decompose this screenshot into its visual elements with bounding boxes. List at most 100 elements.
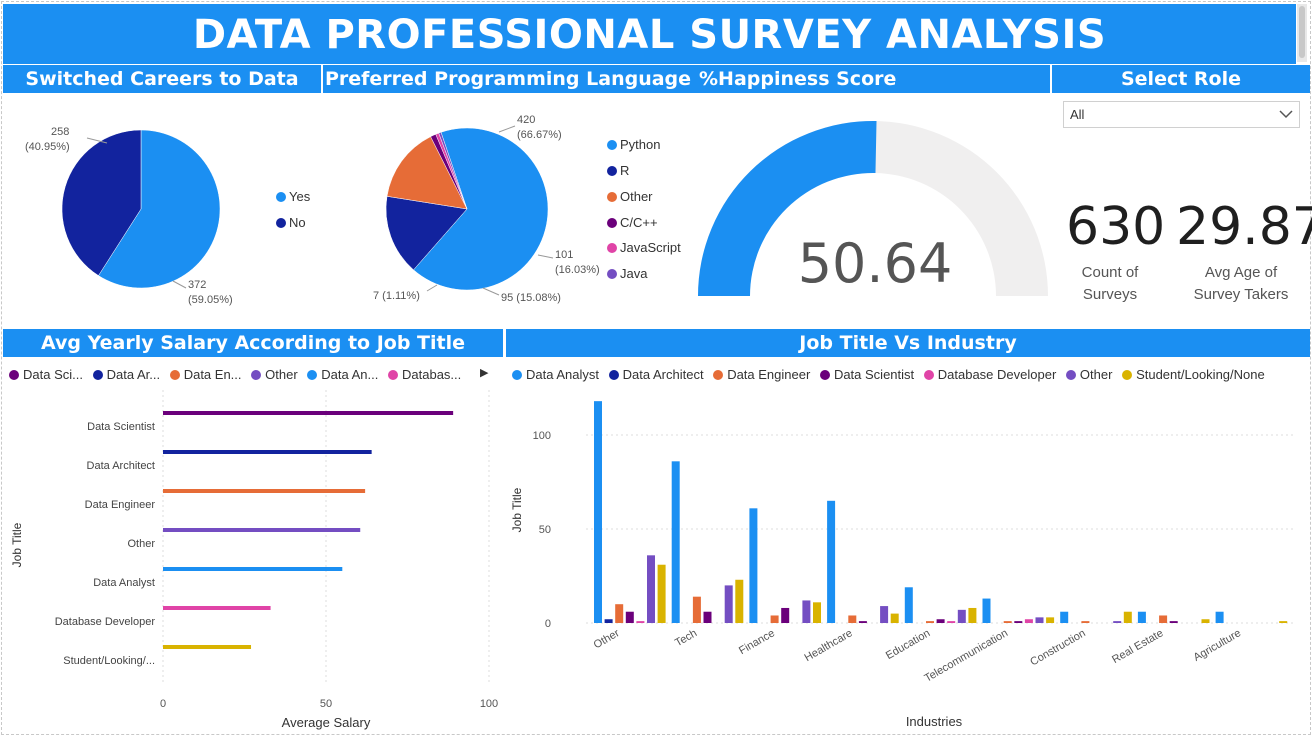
industry-bar-education-student-looking-none[interactable] xyxy=(968,607,977,623)
header-salary: Avg Yearly Salary According to Job Title xyxy=(3,329,503,357)
salary-bar-data-scientist[interactable] xyxy=(163,411,454,415)
industry-bar-finance-data-engineer[interactable] xyxy=(770,615,779,623)
salary-xtick-100: 100 xyxy=(480,698,498,710)
industry-bar-healthcare-data-scientist[interactable] xyxy=(858,621,867,623)
salary-legend-item-database-developer[interactable]: Databas... xyxy=(388,367,461,382)
industry-category-label: Tech xyxy=(673,627,699,649)
header-industry: Job Title Vs Industry xyxy=(506,329,1310,357)
switched-slice-no[interactable] xyxy=(61,129,142,276)
industry-bar-education-data-engineer[interactable] xyxy=(926,621,934,623)
switched-slice-yes[interactable] xyxy=(98,129,221,289)
industry-bar-education-data-scientist[interactable] xyxy=(936,619,945,623)
salary-bar-other[interactable] xyxy=(163,528,361,532)
industry-bar-healthcare-other[interactable] xyxy=(880,606,889,623)
salary-bar-database-developer[interactable] xyxy=(163,606,271,610)
industry-bar-tech-student-looking-none[interactable] xyxy=(735,579,744,623)
industry-bar-telecommunication-other[interactable] xyxy=(1035,617,1044,623)
industry-bar-finance-data-analyst[interactable] xyxy=(749,508,758,623)
industry-legend-item-data-engineer[interactable]: Data Engineer xyxy=(713,367,810,382)
industry-bar-real-estate-student-looking-none[interactable] xyxy=(1201,619,1210,623)
salary-xlabel: Average Salary xyxy=(282,715,371,730)
industry-bar-finance-data-scientist[interactable] xyxy=(781,607,790,623)
industry-bar-construction-other[interactable] xyxy=(1113,621,1122,623)
industry-category-label: Education xyxy=(884,627,932,662)
industry-bar-telecommunication-student-looking-none[interactable] xyxy=(1046,617,1055,623)
salary-legend-item-other[interactable]: Other xyxy=(251,367,298,382)
industry-bar-tech-data-analyst[interactable] xyxy=(671,461,680,623)
salary-bar-student-looking[interactable] xyxy=(163,645,252,649)
header-language: Preferred Programming Language xyxy=(323,65,693,93)
industry-category-label: Telecommunication xyxy=(922,627,1010,684)
salary-category-label: Data Analyst xyxy=(93,577,155,589)
industry-bar-real-estate-data-engineer[interactable] xyxy=(1159,615,1168,623)
industry-legend-item-data-architect[interactable]: Data Architect xyxy=(608,367,704,382)
industry-bar-agriculture-data-analyst[interactable] xyxy=(1215,611,1224,623)
industry-bar-tech-other[interactable] xyxy=(724,585,733,623)
legend-label-other: Other xyxy=(620,189,653,204)
industry-bar-other-other[interactable] xyxy=(647,555,655,623)
industry-bar-education-data-analyst[interactable] xyxy=(904,587,913,623)
salary-bar-data-architect[interactable] xyxy=(163,450,372,454)
industry-bar-other-data-scientist[interactable] xyxy=(625,611,634,623)
industry-bar-other-data-engineer[interactable] xyxy=(615,604,624,623)
industry-bar-agriculture-student-looking-none[interactable] xyxy=(1279,621,1288,623)
role-select-value: All xyxy=(1070,107,1085,122)
industry-bar-finance-student-looking-none[interactable] xyxy=(813,602,821,623)
scrollbar-thumb[interactable] xyxy=(1299,6,1305,58)
industry-bar-telecommunication-data-analyst[interactable] xyxy=(982,598,991,623)
kpi-count-label-line2: Surveys xyxy=(1082,286,1138,303)
legend-label-cpp: C/C++ xyxy=(620,215,658,230)
legend-label: Data Architect xyxy=(622,367,704,382)
industry-bar-construction-student-looking-none[interactable] xyxy=(1123,611,1132,623)
industry-legend-item-data-analyst[interactable]: Data Analyst xyxy=(512,367,599,382)
legend-dot xyxy=(923,370,934,380)
industry-legend-item-student[interactable]: Student/Looking/None xyxy=(1122,367,1265,382)
industry-bar-healthcare-data-analyst[interactable] xyxy=(827,500,836,623)
industry-bar-other-database-developer[interactable] xyxy=(636,621,645,623)
legend-next-arrow-icon[interactable]: ▶ xyxy=(480,367,489,379)
industry-bar-other-data-architect[interactable] xyxy=(604,619,613,623)
industry-bar-other-student-looking-none[interactable] xyxy=(657,564,666,623)
salary-bar-data-engineer[interactable] xyxy=(163,489,366,493)
legend-label: Database Developer xyxy=(937,367,1057,382)
salary-legend-item-data-scientist[interactable]: Data Sci... xyxy=(9,367,83,382)
industry-bar-other-data-analyst[interactable] xyxy=(594,401,602,623)
chevron-down-icon xyxy=(1279,102,1293,136)
industry-bar-real-estate-data-analyst[interactable] xyxy=(1137,611,1146,623)
industry-bar-tech-data-engineer[interactable] xyxy=(692,596,701,623)
industry-bar-construction-data-engineer[interactable] xyxy=(1081,621,1090,623)
industry-bar-telecommunication-data-engineer[interactable] xyxy=(1003,621,1012,623)
industry-xtick-labels: Other Tech Finance Healthcare EducationTelec… xyxy=(592,627,1243,685)
language-slice-r[interactable] xyxy=(385,196,468,271)
industry-bar-construction-data-analyst[interactable] xyxy=(1060,611,1069,623)
lang-leader-other xyxy=(482,287,500,296)
industry-bar-finance-other[interactable] xyxy=(802,600,811,623)
industry-bar-healthcare-data-engineer[interactable] xyxy=(848,615,857,623)
industry-legend-item-other[interactable]: Other xyxy=(1065,367,1112,382)
salary-legend-item-data-engineer[interactable]: Data En... xyxy=(169,367,242,382)
industry-bar-real-estate-data-scientist[interactable] xyxy=(1169,621,1178,623)
role-select[interactable]: All xyxy=(1063,101,1300,128)
salary-legend-item-data-analyst[interactable]: Data An... xyxy=(307,367,378,382)
industry-bar-education-other[interactable] xyxy=(957,609,966,623)
gauge-value: 50.64 xyxy=(797,232,953,295)
kpi-age-label-line2: Survey Takers xyxy=(1193,286,1289,303)
industry-bar-telecommunication-data-scientist[interactable] xyxy=(1014,621,1023,623)
language-slice-java[interactable] xyxy=(438,131,468,210)
industry-category-label: Other xyxy=(592,627,622,651)
industry-bar-tech-data-scientist[interactable] xyxy=(703,611,712,623)
salary-legend-item-data-architect[interactable]: Data Ar... xyxy=(92,367,160,382)
industry-legend-item-data-scientist[interactable]: Data Scientist xyxy=(819,367,914,382)
industry-category-label: Construction xyxy=(1028,627,1087,668)
industry-bar-telecommunication-database-developer[interactable] xyxy=(1024,619,1033,623)
industry-legend-item-database-developer[interactable]: Database Developer xyxy=(923,367,1057,382)
lang-label-python-pct: (66.67%) xyxy=(517,129,562,141)
switched-careers-pie-chart: 258 (40.95%) 372 (59.05%) Yes No xyxy=(25,126,311,306)
switched-pie-slices xyxy=(61,129,221,289)
industry-bar-education-database-developer[interactable] xyxy=(947,621,956,623)
header-happiness: %Happiness Score xyxy=(693,65,1050,93)
language-slice-python[interactable] xyxy=(413,127,549,291)
language-slice-other[interactable] xyxy=(386,136,468,210)
salary-bar-data-analyst[interactable] xyxy=(163,567,343,571)
industry-bar-healthcare-student-looking-none[interactable] xyxy=(890,613,899,623)
